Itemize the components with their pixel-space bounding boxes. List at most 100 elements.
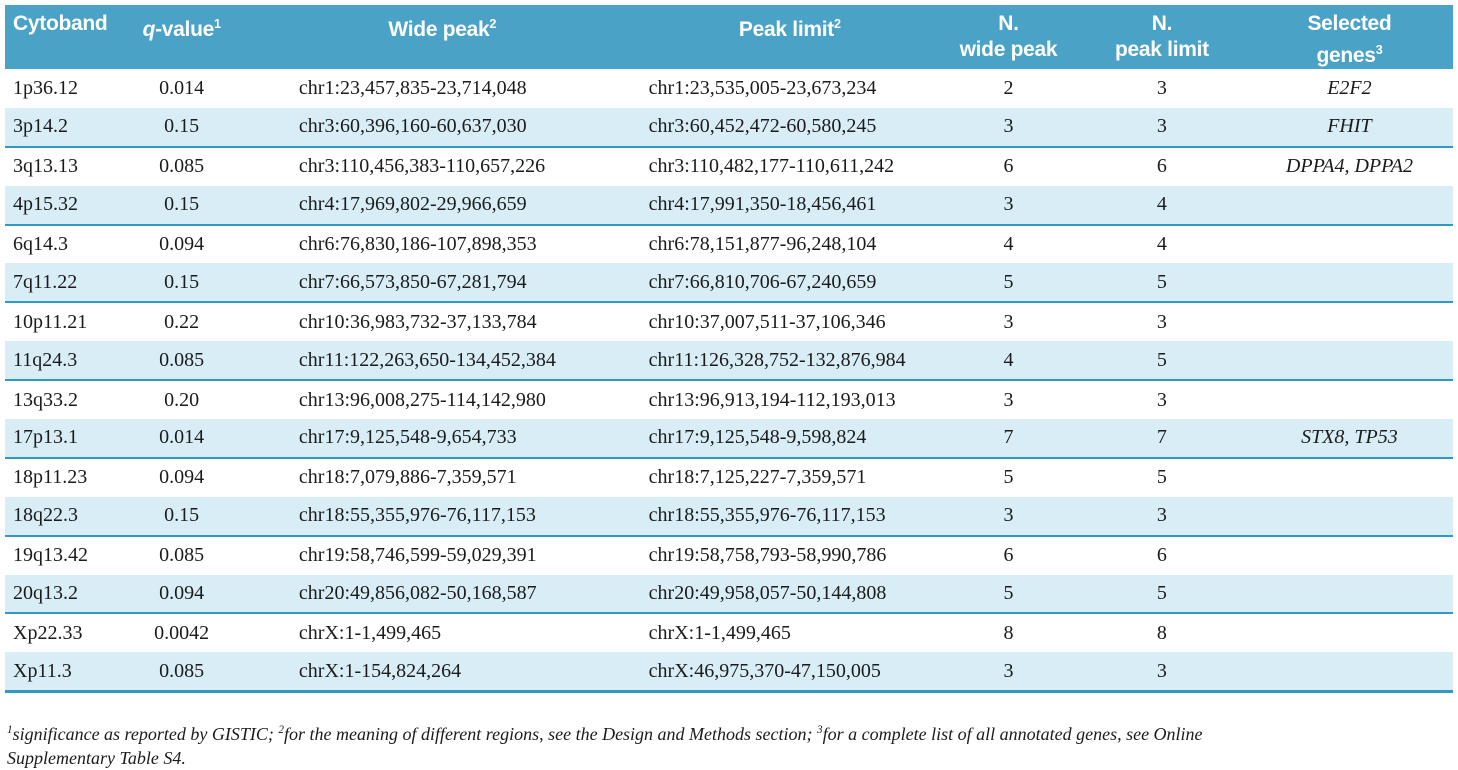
cell-peak_limit: chrX:1-1,499,465 — [648, 621, 791, 644]
cell-n_peak_limit: 5 — [1077, 341, 1246, 382]
cell-cytoband: 11q24.3 — [5, 341, 120, 382]
cell-cytoband: Xp11.3 — [5, 652, 120, 693]
gistic-peaks-table: Cytoband q-value1 Wide peak2 Peak limit2 N. w… — [5, 5, 1453, 693]
column-header-peak_limit: Peak limit2 — [640, 5, 939, 69]
cell-n_peak_limit: 3 — [1077, 496, 1246, 537]
cell-n_wide_peak: 7 — [938, 419, 1078, 459]
cell-cytoband: 13q33.2 — [13, 388, 78, 411]
cell-cytoband: 3p14.2 — [5, 107, 120, 148]
cell-n_wide_peak: 6 — [1003, 155, 1014, 178]
column-header-selected_genes: Selected genes3 — [1245, 5, 1453, 69]
table-row: 20q13.2 0.094 chr20:49,856,082-50,168,587 c… — [5, 574, 1453, 615]
cell-wide_peak: chr6:76,830,186-107,898,353 — [298, 233, 537, 255]
cell-peak_limit: chr18:55,355,976-76,117,153 — [640, 496, 939, 537]
cell-selected_genes: DPPA4, DPPA2 — [1285, 155, 1413, 178]
cell-wide_peak: chr4:17,969,802-29,966,659 — [243, 185, 641, 226]
cell-q_value: 0.014 — [159, 76, 205, 99]
table-row: Xp22.33 0.0042 chrX:1-1,499,465 chrX:1-1,49… — [5, 613, 1453, 652]
cell-cytoband: 19q13.42 — [13, 544, 88, 567]
cell-n_wide_peak: 3 — [938, 185, 1078, 226]
cell-q_value: 0.20 — [164, 388, 200, 411]
cell-peak_limit: chr11:126,328,752-132,876,984 — [640, 341, 939, 382]
cell-peak_limit: chr1:23,535,005-23,673,234 — [648, 76, 877, 99]
table-body: 1p36.12 0.014 chr1:23,457,835-23,714,048 ch… — [5, 69, 1453, 693]
cell-cytoband: 3q13.13 — [13, 155, 78, 178]
table-row: 3p14.2 0.15 chr3:60,396,160-60,637,030 chr3… — [5, 107, 1453, 148]
cell-selected_genes — [1246, 536, 1453, 575]
cell-n_peak_limit: 4 — [1077, 185, 1246, 226]
cell-peak_limit: chr7:66,810,706-67,240,659 — [640, 263, 939, 304]
cell-n_peak_limit: 3 — [1156, 388, 1167, 411]
cell-selected_genes: E2F2 — [1327, 76, 1372, 99]
cell-q_value: 0.085 — [119, 341, 244, 382]
cell-n_wide_peak: 3 — [1003, 388, 1014, 411]
cell-peak_limit: chr3:110,482,177-110,611,242 — [648, 155, 895, 178]
table-row: 3q13.13 0.085 chr3:110,456,383-110,657,226… — [5, 147, 1453, 186]
cell-peak_limit: chr6:78,151,877-96,248,104 — [648, 233, 877, 255]
table-row: Xp11.3 0.085 chrX:1-154,824,264 chrX:46,975… — [5, 652, 1453, 693]
cell-n_peak_limit: 5 — [1156, 466, 1167, 489]
cell-n_wide_peak: 5 — [1003, 466, 1014, 489]
cell-wide_peak: chr7:66,573,850-67,281,794 — [243, 263, 641, 304]
table-header: Cytoband q-value1 Wide peak2 Peak limit2 N. w… — [5, 5, 1453, 69]
cell-selected_genes — [1245, 263, 1453, 304]
cell-n_peak_limit: 3 — [1077, 652, 1246, 693]
cell-peak_limit: chr13:96,913,194-112,193,013 — [648, 388, 896, 411]
cell-cytoband: 20q13.2 — [5, 574, 120, 615]
cell-q_value: 0.085 — [159, 544, 205, 567]
cell-q_value: 0.014 — [119, 419, 244, 459]
cell-q_value: 0.15 — [119, 107, 244, 148]
cell-cytoband: 6q14.3 — [13, 233, 68, 255]
cell-cytoband: 4p15.32 — [5, 185, 120, 226]
cell-selected_genes — [1246, 225, 1453, 264]
table-row: 13q33.2 0.20 chr13:96,008,275-114,142,980 c… — [5, 380, 1453, 419]
cell-selected_genes — [1246, 613, 1453, 652]
cell-cytoband: 1p36.12 — [13, 76, 78, 99]
cell-q_value: 0.094 — [119, 574, 244, 615]
cell-n_wide_peak: 4 — [938, 341, 1078, 382]
cell-wide_peak: chr11:122,263,650-134,452,384 — [243, 341, 641, 382]
table-row: 4p15.32 0.15 chr4:17,969,802-29,966,659 chr… — [5, 185, 1453, 226]
cell-n_peak_limit: 3 — [1077, 107, 1246, 148]
table-row: 11q24.3 0.085 chr11:122,263,650-134,452,38… — [5, 341, 1453, 382]
cell-q_value: 0.094 — [159, 466, 205, 489]
cell-peak_limit: chr17:9,125,548-9,598,824 — [640, 419, 939, 459]
table-row: 18p11.23 0.094 chr18:7,079,886-7,359,571 ch… — [5, 458, 1453, 497]
cell-peak_limit: chr10:37,007,511-37,106,346 — [648, 310, 886, 333]
cell-wide_peak: chr19:58,746,599-59,029,391 — [298, 544, 537, 567]
cell-q_value: 0.15 — [119, 496, 244, 537]
cell-selected_genes — [1245, 574, 1453, 615]
cell-selected_genes — [1246, 302, 1453, 341]
cell-n_peak_limit: 5 — [1077, 263, 1246, 304]
cell-n_wide_peak: 5 — [938, 263, 1078, 304]
cell-selected_genes: STX8, TP53 — [1245, 419, 1453, 459]
cell-peak_limit: chrX:46,975,370-47,150,005 — [640, 652, 939, 693]
cell-selected_genes — [1245, 652, 1453, 693]
cell-cytoband: Xp22.33 — [13, 621, 83, 644]
cell-n_wide_peak: 3 — [938, 496, 1078, 537]
column-header-wide_peak: Wide peak2 — [243, 5, 641, 69]
column-header-n_peak_limit: N. peak limit — [1077, 5, 1246, 69]
cell-wide_peak: chr20:49,856,082-50,168,587 — [243, 574, 641, 615]
cell-wide_peak: chr3:110,456,383-110,657,226 — [298, 155, 546, 178]
cell-q_value: 0.094 — [159, 233, 205, 255]
cell-n_peak_limit: 7 — [1077, 419, 1246, 459]
cell-q_value: 0.085 — [119, 652, 244, 693]
cell-n_wide_peak: 3 — [938, 107, 1078, 148]
cell-n_peak_limit: 3 — [1156, 76, 1167, 99]
cell-n_peak_limit: 4 — [1156, 233, 1167, 255]
cell-wide_peak: chr17:9,125,548-9,654,733 — [243, 419, 641, 459]
cell-n_wide_peak: 6 — [1003, 544, 1014, 567]
cell-wide_peak: chr18:7,079,886-7,359,571 — [298, 466, 517, 489]
cell-n_peak_limit: 6 — [1156, 155, 1167, 178]
cell-wide_peak: chr1:23,457,835-23,714,048 — [298, 76, 527, 99]
table-row: 17p13.1 0.014 chr17:9,125,548-9,654,733 chr… — [5, 419, 1453, 459]
cell-selected_genes — [1246, 458, 1453, 497]
cell-q_value: 0.15 — [119, 263, 244, 304]
table-row: 19q13.42 0.085 chr19:58,746,599-59,029,391… — [5, 536, 1453, 575]
table-row: 6q14.3 0.094 chr6:76,830,186-107,898,353 ch… — [5, 225, 1453, 264]
cell-peak_limit: chr19:58,758,793-58,990,786 — [648, 544, 887, 567]
cell-n_peak_limit: 3 — [1156, 310, 1167, 333]
cell-n_wide_peak: 3 — [1003, 310, 1014, 333]
